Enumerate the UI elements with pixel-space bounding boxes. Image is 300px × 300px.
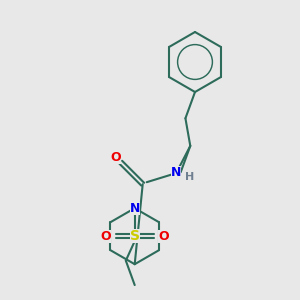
- Text: O: O: [158, 230, 169, 243]
- Text: H: H: [185, 172, 194, 182]
- Text: N: N: [130, 202, 140, 215]
- Text: N: N: [170, 166, 181, 179]
- Text: S: S: [130, 229, 140, 243]
- Text: O: O: [110, 151, 121, 164]
- Text: O: O: [100, 230, 111, 243]
